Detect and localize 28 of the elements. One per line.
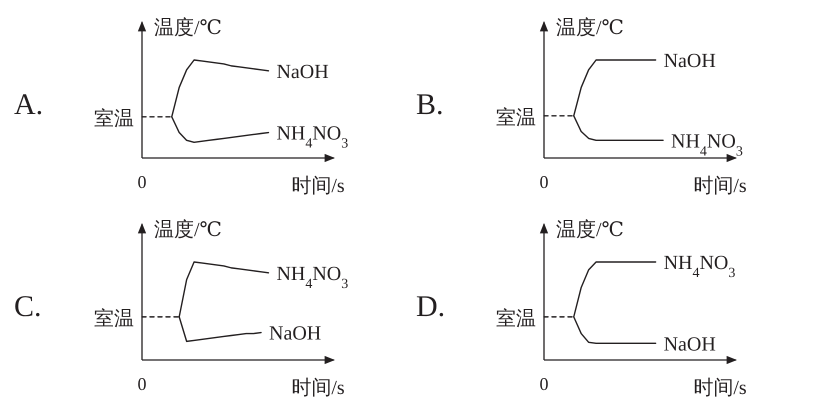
text: 室温 <box>496 106 536 129</box>
series-label: NH$_{4}$NO$_{3}$ <box>276 262 348 292</box>
series-label: NaOH <box>664 50 716 72</box>
y-axis-title: 温度/℃ <box>556 219 624 241</box>
text: A. <box>14 88 44 121</box>
text: B. <box>416 88 444 121</box>
x-axis-title: 时间/s <box>291 377 345 399</box>
x-axis-title: 时间/s <box>693 175 747 197</box>
x-axis-title: 时间/s <box>291 175 345 197</box>
series-label: NaOH <box>269 322 322 345</box>
series-label: NH$_{4}$NO$_{3}$ <box>671 130 743 159</box>
text: C. <box>14 290 42 323</box>
series-label: NaOH <box>276 60 329 83</box>
text: 室温 <box>496 306 536 330</box>
text: 0 <box>540 172 548 192</box>
x-axis-title: 时间/s <box>693 377 747 399</box>
series-label: NH$_{4}$NO$_{3}$ <box>276 122 348 152</box>
text: 室温 <box>94 106 134 130</box>
text: 0 <box>138 374 146 394</box>
text: 0 <box>540 374 548 394</box>
y-axis-title: 温度/℃ <box>154 219 222 241</box>
text: 室温 <box>94 306 134 330</box>
series-label: NaOH <box>664 333 716 356</box>
series-label: NH$_{4}$NO$_{3}$ <box>664 252 736 280</box>
text: D. <box>416 290 446 323</box>
y-axis-title: 温度/℃ <box>556 17 624 39</box>
y-axis-title: 温度/℃ <box>154 17 222 39</box>
text: 0 <box>138 172 146 192</box>
